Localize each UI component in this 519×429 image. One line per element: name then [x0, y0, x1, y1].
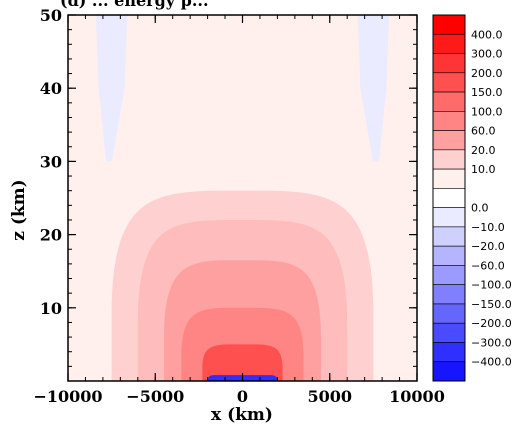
colorbar-label: 0.0 — [471, 202, 489, 215]
colorbar-swatch — [432, 284, 466, 305]
x-axis-ticks: −10000 −5000 0 5000 10000 — [33, 15, 445, 406]
region-upper-negative-left — [95, 15, 128, 162]
colorbar-swatch — [432, 245, 466, 266]
y-axis-ticks: 10 20 30 40 50 — [40, 6, 417, 382]
colorbar-label: 100.0 — [471, 105, 503, 118]
y-tick-label: 40 — [40, 79, 62, 98]
colorbar-label: 300.0 — [471, 48, 503, 61]
contour-regions — [95, 15, 390, 381]
colorbar-swatch — [432, 72, 466, 93]
x-tick-label: −5000 — [126, 387, 184, 406]
colorbar-swatch — [432, 188, 466, 208]
colorbar-swatch — [432, 33, 466, 54]
colorbar-swatch — [432, 361, 466, 382]
x-tick-label: 10000 — [389, 387, 445, 406]
colorbar-swatch — [432, 226, 466, 247]
colorbar-swatch — [432, 130, 466, 151]
colorbar-swatch — [432, 14, 466, 35]
colorbar-swatch — [432, 53, 466, 74]
colorbar-label: −20.0 — [471, 240, 505, 253]
colorbar-label: −60.0 — [471, 259, 505, 272]
colorbar-swatch — [432, 91, 466, 112]
y-axis-label: z (km) — [9, 179, 29, 240]
colorbar-label: −300.0 — [471, 336, 512, 349]
colorbar-swatch — [432, 342, 466, 363]
plot-area: −10000 −5000 0 5000 10000 10 20 30 40 50 — [33, 6, 444, 406]
colorbar-frame — [432, 14, 466, 382]
colorbar-label: −10.0 — [471, 221, 505, 234]
colorbar-label: 150.0 — [471, 86, 503, 99]
region-contour-150 — [202, 344, 283, 381]
x-axis-label: x (km) — [211, 405, 273, 425]
colorbar-swatch — [432, 111, 466, 131]
y-tick-label: 30 — [40, 152, 62, 171]
colorbar: 400.0 300.0 200.0 150.0 100.0 60.0 20.0 10.0 0.0… — [432, 14, 512, 382]
colorbar-label: −150.0 — [471, 298, 512, 311]
y-tick-label: 50 — [40, 6, 62, 25]
colorbar-label: 200.0 — [471, 67, 503, 80]
y-tick-label: 10 — [40, 299, 62, 318]
x-tick-label: 5000 — [307, 387, 352, 406]
colorbar-label: 20.0 — [471, 144, 496, 157]
x-tick-label: −10000 — [33, 387, 102, 406]
colorbar-label: 10.0 — [471, 163, 496, 176]
colorbar-label: −200.0 — [471, 317, 512, 330]
colorbar-swatch — [432, 168, 466, 189]
colorbar-label: 60.0 — [471, 125, 496, 138]
colorbar-swatch — [432, 207, 466, 228]
region-upper-negative-right — [357, 15, 390, 162]
y-tick-label: 20 — [40, 226, 62, 245]
chart-title: (d) ... energy p... — [60, 0, 209, 10]
colorbar-label: −400.0 — [471, 356, 512, 369]
x-tick-label: 0 — [237, 387, 248, 406]
colorbar-swatch — [432, 303, 466, 324]
colorbar-label: 400.0 — [471, 28, 503, 41]
colorbar-swatch — [432, 265, 466, 285]
colorbar-swatch — [432, 149, 466, 170]
colorbar-swatch — [432, 322, 466, 343]
colorbar-label: −100.0 — [471, 279, 512, 292]
